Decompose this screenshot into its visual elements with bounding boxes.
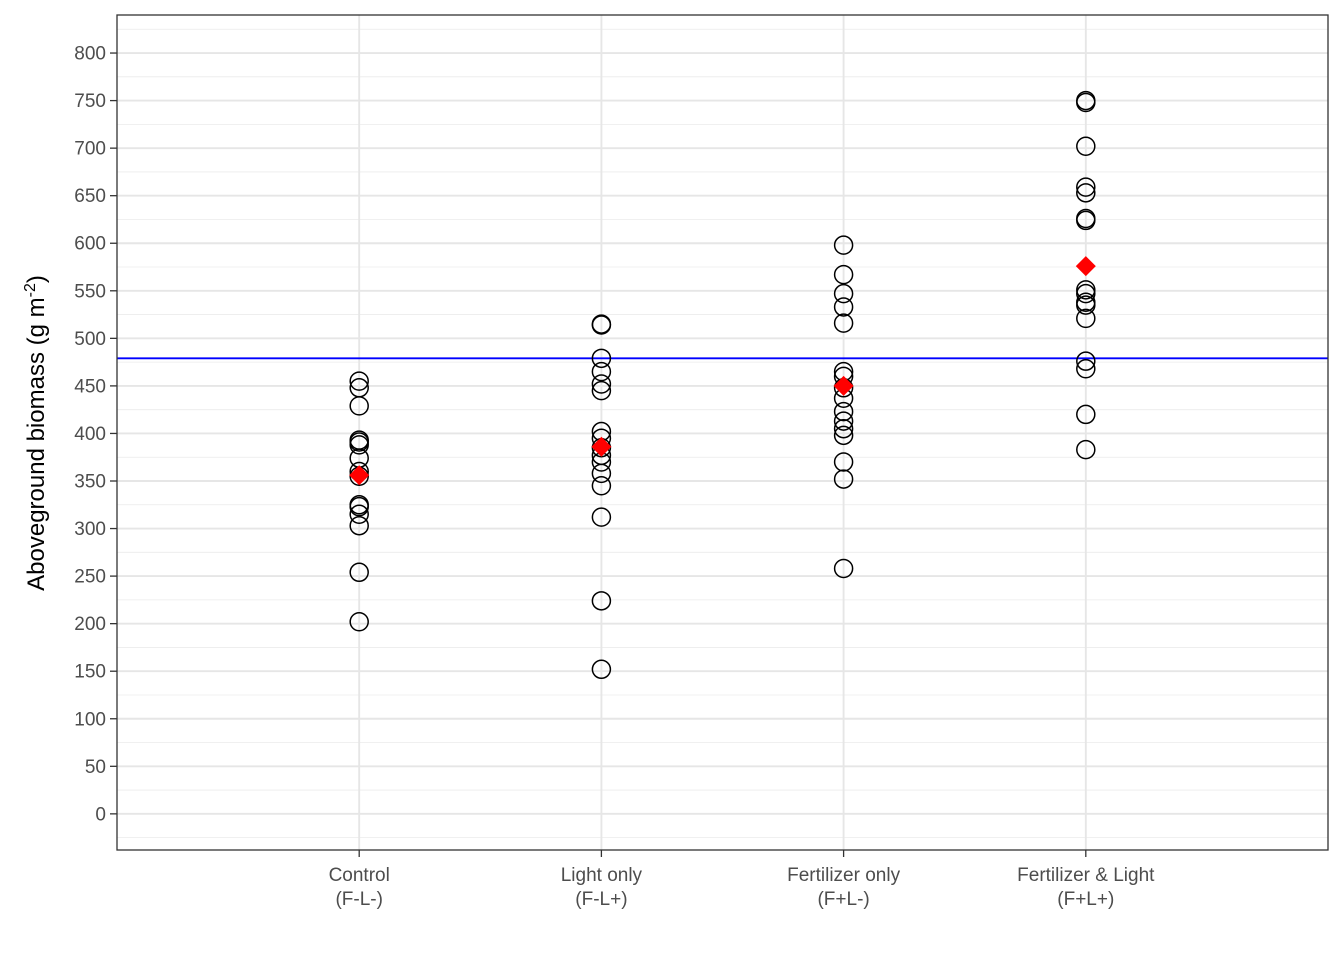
observation-point bbox=[1076, 92, 1096, 113]
observation-point bbox=[349, 435, 369, 455]
y-tick-label: 150 bbox=[74, 662, 106, 683]
observation-point bbox=[349, 515, 369, 536]
minor-gridlines bbox=[117, 28, 1328, 839]
x-category-label-line1: Fertilizer only bbox=[787, 865, 900, 886]
observation-point bbox=[591, 463, 612, 484]
mean-markers bbox=[349, 256, 1096, 486]
mean-diamond bbox=[349, 465, 370, 486]
observation-point bbox=[349, 504, 369, 525]
observation-point bbox=[349, 496, 369, 517]
observation-point bbox=[591, 659, 612, 680]
observation-point bbox=[349, 562, 369, 583]
mean-diamond bbox=[1075, 256, 1096, 277]
observation-point bbox=[1076, 359, 1096, 379]
data-points bbox=[349, 90, 1096, 680]
observation-point bbox=[349, 612, 369, 632]
observation-point bbox=[591, 476, 612, 496]
mean-diamond bbox=[833, 375, 854, 396]
observation-point bbox=[833, 469, 854, 489]
observation-point bbox=[1076, 183, 1096, 203]
observation-point bbox=[591, 507, 612, 527]
y-tick-label: 450 bbox=[74, 376, 106, 397]
observation-point bbox=[833, 313, 854, 333]
observation-point bbox=[833, 425, 854, 446]
observation-point bbox=[591, 348, 612, 369]
observation-point bbox=[591, 361, 612, 382]
observation-point bbox=[1076, 439, 1096, 460]
y-tick-label: 300 bbox=[74, 519, 106, 540]
observation-point bbox=[1076, 308, 1096, 329]
observation-point bbox=[833, 452, 854, 472]
y-tick-label: 400 bbox=[74, 424, 106, 445]
x-category-label-line2: (F+L-) bbox=[817, 889, 869, 910]
y-tick-label: 550 bbox=[74, 281, 106, 302]
x-category-label-line1: Light only bbox=[561, 865, 643, 886]
y-tick-label: 700 bbox=[74, 139, 106, 160]
observation-point bbox=[1076, 404, 1096, 425]
y-tick-label: 200 bbox=[74, 614, 106, 635]
observation-point bbox=[833, 401, 854, 422]
observation-point bbox=[349, 371, 369, 391]
y-tick-label: 100 bbox=[74, 709, 106, 730]
major-gridlines bbox=[117, 15, 1328, 850]
x-category-label-line1: Control bbox=[329, 865, 390, 886]
y-axis-title-close: ) bbox=[23, 275, 50, 283]
observation-point bbox=[591, 591, 612, 611]
panel-border bbox=[116, 14, 1329, 851]
y-tick-label: 0 bbox=[95, 804, 106, 825]
y-tick-label: 650 bbox=[74, 186, 106, 207]
x-category-label-line1: Fertilizer & Light bbox=[1017, 865, 1155, 886]
y-axis: 0 50 100 150 200 250 300 350 400 450 500 550 600 650 7… bbox=[74, 44, 117, 825]
y-tick-label: 800 bbox=[74, 44, 106, 65]
observation-point bbox=[349, 396, 369, 416]
observation-point bbox=[1076, 283, 1096, 304]
observation-point bbox=[1076, 177, 1096, 197]
observation-point bbox=[1076, 210, 1096, 231]
observation-point bbox=[591, 315, 612, 335]
observation-point bbox=[833, 297, 854, 317]
y-tick-label: 350 bbox=[74, 472, 106, 493]
observation-point bbox=[591, 380, 612, 401]
y-tick-label: 250 bbox=[74, 567, 106, 588]
observation-point bbox=[1076, 295, 1096, 315]
observation-point bbox=[591, 374, 612, 394]
y-axis-title-main: Aboveground biomass (g m bbox=[23, 297, 50, 590]
mean-diamond bbox=[591, 436, 612, 457]
observation-point bbox=[833, 418, 854, 439]
x-category-label-line2: (F-L+) bbox=[575, 889, 627, 910]
observation-point bbox=[833, 411, 854, 431]
x-category-label-line2: (F+L+) bbox=[1057, 889, 1114, 910]
observation-point bbox=[833, 235, 854, 255]
y-axis-title-superscript: -2 bbox=[22, 283, 39, 297]
y-tick-label: 50 bbox=[85, 757, 106, 778]
observation-point bbox=[1076, 351, 1096, 371]
observation-point bbox=[833, 283, 854, 304]
observation-point bbox=[833, 558, 854, 579]
x-axis: Control (F-L-) Light only (F-L+) Fertilizer … bbox=[329, 850, 1155, 910]
y-tick-label: 600 bbox=[74, 234, 106, 255]
x-category-label-line2: (F-L-) bbox=[335, 889, 382, 910]
observation-point bbox=[1076, 280, 1096, 300]
observation-point bbox=[1076, 136, 1096, 156]
observation-point bbox=[833, 264, 854, 285]
y-axis-title: Aboveground biomass (g m-2) bbox=[22, 275, 50, 591]
y-tick-label: 750 bbox=[74, 91, 106, 112]
y-tick-label: 500 bbox=[74, 329, 106, 350]
